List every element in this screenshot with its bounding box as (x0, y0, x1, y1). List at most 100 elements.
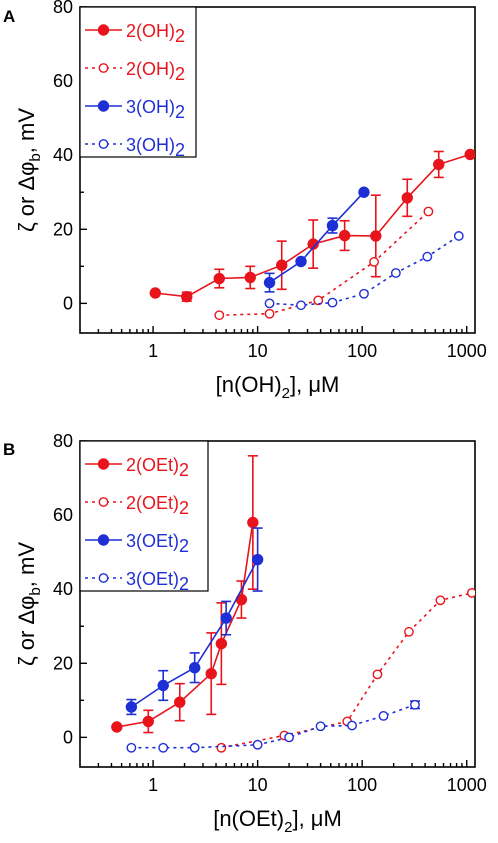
series-line (269, 191, 365, 284)
data-point (435, 595, 446, 606)
data-point (264, 308, 275, 319)
data-point (157, 679, 169, 692)
data-point (453, 231, 464, 241)
legend-marker (97, 100, 110, 112)
x-tick-label: 1000 (447, 341, 487, 361)
series-line (219, 210, 429, 316)
legend-marker (98, 139, 109, 149)
data-point (433, 158, 445, 171)
plot-frame (79, 440, 476, 768)
data-point (220, 612, 232, 624)
x-axis-title: [n(OH)2], μM (216, 372, 340, 402)
data-point (410, 699, 420, 710)
legend-label: 3(OEt)2 (126, 531, 189, 556)
chart-panel-a: A 0 20 40 60 80 1 10 100 1000 [n(OH)2], μM ζ or Δφb… (3, 0, 487, 402)
legend-label: 2(OEt)2 (126, 493, 189, 518)
legend-label: 2(OH)2 (126, 59, 185, 84)
data-point (247, 516, 259, 529)
x-tick-label: 1 (148, 341, 158, 361)
data-point (181, 290, 193, 303)
series-1 (111, 455, 259, 734)
legend-label: 3(OH)2 (126, 97, 185, 122)
data-point (126, 742, 137, 753)
plot-frame (79, 6, 476, 334)
series-3 (263, 186, 370, 293)
data-point (401, 192, 413, 204)
series-3 (125, 527, 264, 716)
legend-marker (97, 458, 110, 470)
x-tick-label: 100 (347, 341, 377, 361)
data-point (174, 696, 186, 708)
y-tick-label: 0 (63, 727, 73, 747)
data-point (252, 739, 263, 750)
series-4 (264, 231, 464, 311)
x-tick-label: 10 (248, 775, 268, 795)
data-point (378, 710, 389, 721)
data-point (263, 276, 276, 289)
data-point (213, 272, 226, 285)
data-point (327, 297, 338, 308)
legend-marker (98, 573, 109, 583)
data-point (205, 667, 217, 680)
data-point (404, 626, 414, 637)
data-point (189, 742, 200, 753)
data-point (276, 259, 288, 271)
chart-panel-b: B 0 20 40 60 80 1 10 100 1000 [n(OEt)2], μM ζ or Δφ… (3, 431, 487, 836)
legend: 2(OEt)2 2(OEt)2 3(OEt)2 3(OEt)2 (79, 440, 209, 594)
x-axis-title: [n(OEt)2], μM (213, 806, 342, 836)
data-point (466, 587, 475, 598)
y-tick-label: 40 (53, 145, 73, 165)
series-2 (214, 206, 434, 321)
data-point (370, 230, 382, 242)
data-point (358, 186, 370, 198)
data-point (423, 206, 434, 217)
data-point (347, 720, 357, 731)
legend-marker (98, 497, 109, 507)
data-point (216, 742, 227, 753)
series-line (131, 704, 416, 749)
data-point (158, 742, 169, 753)
data-point (307, 238, 319, 250)
legend-label: 3(OEt)2 (126, 569, 189, 594)
data-point (359, 288, 369, 299)
data-point (464, 148, 475, 161)
panel-label: B (3, 440, 15, 459)
legend-label: 2(OH)2 (126, 21, 185, 46)
series-1 (149, 148, 475, 303)
y-tick-label: 0 (63, 293, 73, 313)
legend-marker (97, 24, 110, 36)
data-point (111, 721, 123, 733)
data-point (422, 251, 433, 262)
data-point (264, 298, 275, 309)
y-tick-label: 40 (53, 579, 73, 599)
y-tick-label: 60 (53, 505, 73, 525)
x-tick-label: 1000 (447, 775, 487, 795)
y-tick-label: 60 (53, 71, 73, 91)
y-tick-label: 20 (53, 219, 73, 239)
data-point (142, 715, 154, 728)
data-point (369, 256, 379, 267)
data-point (315, 721, 326, 732)
legend-marker (97, 534, 110, 546)
data-point (244, 271, 256, 284)
y-axis-title: ζ or Δφb, mV (14, 108, 44, 232)
data-point (295, 255, 307, 268)
data-point (214, 310, 225, 321)
y-tick-label: 80 (53, 431, 73, 451)
data-point (215, 637, 228, 650)
series-4 (126, 699, 420, 753)
x-tick-label: 10 (248, 341, 268, 361)
panel-label: A (3, 7, 15, 26)
legend: 2(OH)2 2(OH)2 3(OH)2 3(OH)2 (79, 6, 197, 160)
data-point (188, 662, 201, 674)
x-tick-label: 1 (148, 775, 158, 795)
data-point (390, 268, 401, 278)
legend-label: 2(OEt)2 (126, 455, 189, 480)
data-point (149, 287, 161, 299)
x-tick-label: 100 (347, 775, 377, 795)
legend-marker (98, 63, 109, 73)
data-point (284, 732, 294, 743)
y-axis-title: ζ or Δφb, mV (14, 542, 44, 666)
data-point (296, 300, 306, 311)
